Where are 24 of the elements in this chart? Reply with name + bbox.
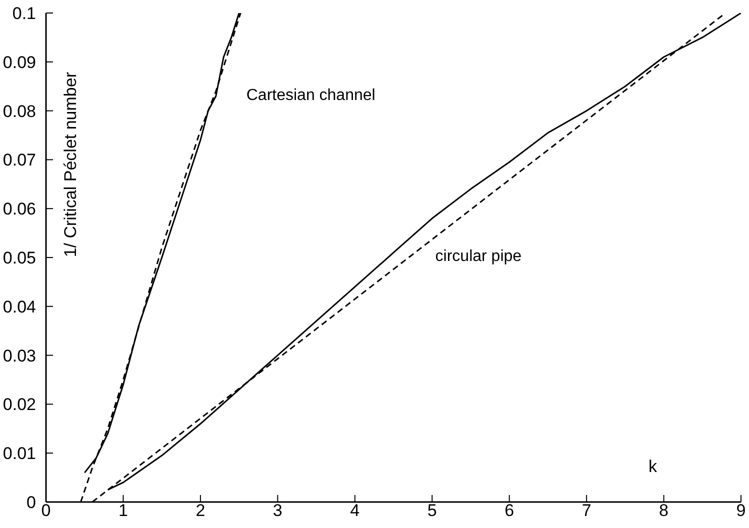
x-tick-label: 7 [582, 501, 592, 520]
y-tick-label: 0.03 [2, 346, 36, 366]
x-tick-label: 3 [272, 501, 282, 520]
x-tick-label: 1 [118, 501, 128, 520]
y-tick-label: 0.06 [2, 200, 36, 219]
x-tick-label: 8 [659, 501, 669, 520]
y-tick-label: 0.09 [2, 52, 36, 72]
y-tick-label: 0.07 [2, 150, 36, 170]
y-tick-label: 0.05 [2, 248, 36, 268]
y-tick-label: 0.02 [2, 395, 36, 414]
x-tick-label: 9 [736, 501, 746, 520]
x-tick-label: 4 [350, 501, 360, 520]
annotation: circular pipe [435, 248, 522, 266]
y-tick-label: 0.04 [2, 297, 36, 316]
x-tick-label: 6 [504, 501, 514, 520]
y-axis-title: 1/ Critical Péclet number [61, 72, 80, 258]
y-tick-label: 0.1 [12, 4, 36, 23]
x-axis-title: k [648, 457, 658, 476]
x-tick-label: 2 [196, 501, 206, 520]
y-tick-label: 0.08 [2, 102, 36, 121]
y-tick-label: 0.01 [2, 444, 36, 464]
x-tick-label: 0 [41, 501, 51, 520]
annotation: Cartesian channel [246, 86, 376, 105]
x-tick-label: 5 [427, 501, 437, 520]
